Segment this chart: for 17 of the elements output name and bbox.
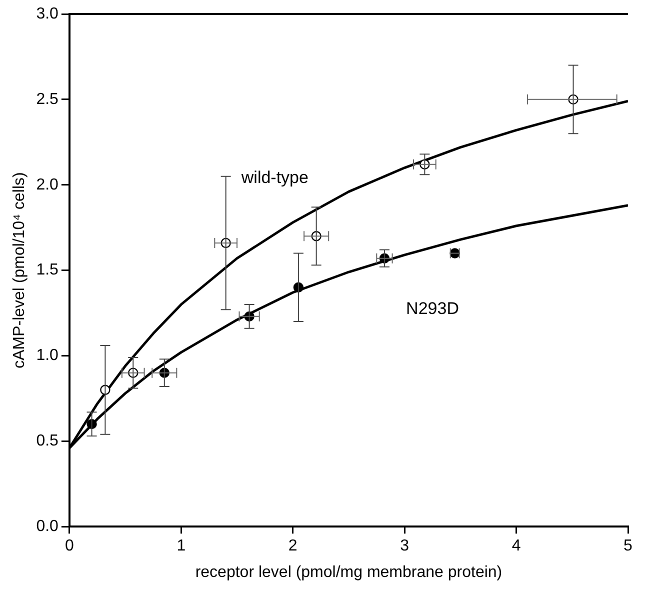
y-tick-label: 0.5 [36,432,59,450]
x-tick-label: 1 [176,538,186,555]
y-tick-label: 0.0 [36,518,59,536]
text: N293D [406,298,459,318]
x-tick-label: 5 [624,538,633,555]
x-tick-label: 2 [288,538,298,555]
y-tick-label: 1.5 [36,262,59,279]
series-label: wild-type [240,168,308,188]
x-axis-title: receptor level (pmol/mg membrane protein) [195,564,502,581]
x-tick-label: 3 [400,538,410,555]
y-axis-title: cAMP-level (pmol/10⁴ cells) [11,172,28,368]
y-tick-label: 2.0 [36,176,59,194]
x-tick-label: 0 [64,538,74,555]
x-tick-label: 4 [512,538,521,555]
y-tick-label: 1.0 [36,347,59,364]
y-tick-label: 2.5 [36,90,59,108]
y-tick-label: 3.0 [36,5,59,22]
